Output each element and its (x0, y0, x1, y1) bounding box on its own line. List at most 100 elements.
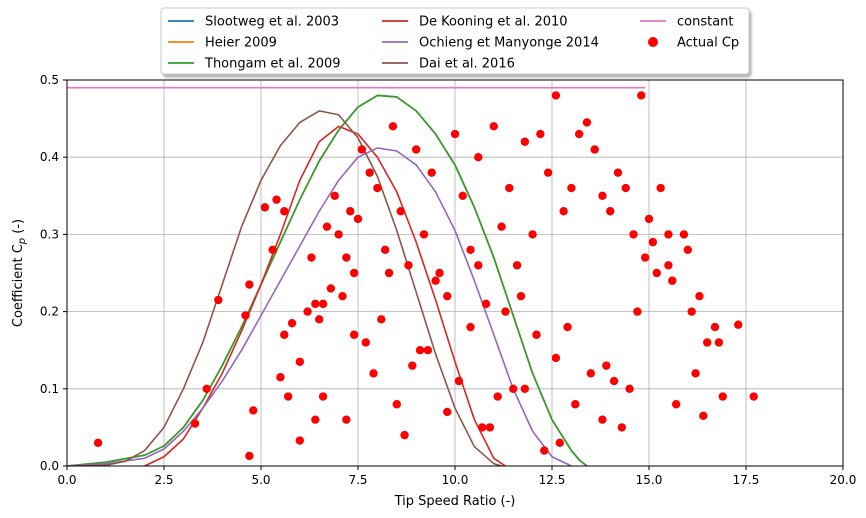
actual-cp-point (543, 168, 553, 177)
actual-cp-point (245, 280, 254, 289)
actual-cp-point (466, 322, 475, 332)
legend-item: Slootweg et al. 2003 (168, 15, 339, 30)
actual-cp-point (322, 222, 332, 231)
actual-cp-point (609, 376, 619, 386)
actual-cp-point (443, 407, 452, 417)
legend-item: De Kooning et al. 2010 (382, 15, 568, 30)
actual-cp-point (671, 400, 681, 409)
actual-cp-point (458, 191, 467, 200)
actual-cp-point (369, 369, 378, 378)
actual-cp-point (408, 361, 417, 370)
actual-cp-point (338, 291, 347, 301)
legend-label: constant (677, 15, 734, 30)
actual-cp-point (501, 307, 510, 316)
actual-cp-point (679, 230, 689, 239)
actual-cp-point (315, 315, 324, 324)
legend-item: Ochieng et Manyonge 2014 (382, 36, 599, 51)
series-line-thongam-et-al-2009 (67, 94, 588, 466)
actual-cp-point (466, 245, 475, 255)
legend: Slootweg et al. 2003 Heier 2009 Thongam et… (160, 7, 750, 75)
actual-cp-point (295, 436, 304, 445)
actual-cp-point (202, 384, 211, 393)
actual-cp-point (280, 207, 289, 216)
x-tick-label: 7.5 (348, 473, 367, 487)
actual-cp-point (353, 214, 363, 224)
actual-cp-point (280, 330, 289, 339)
actual-cp-point (574, 129, 584, 139)
legend-label: Heier 2009 (205, 36, 277, 51)
series-line-heier-2009 (67, 94, 588, 466)
actual-cp-point (652, 268, 661, 278)
actual-cp-point (477, 423, 487, 432)
actual-cp-point (303, 307, 312, 316)
actual-cp-point (295, 357, 304, 366)
actual-cp-point (485, 423, 495, 432)
actual-cp-point (373, 183, 382, 193)
actual-cp-point (656, 183, 665, 193)
x-tick-label: 15.0 (636, 473, 663, 487)
y-tick-label: 0.5 (40, 73, 59, 87)
series-line-dai-et-al-2016 (67, 110, 502, 466)
actual-cp-point (346, 207, 355, 216)
x-tick-label: 12.5 (539, 473, 566, 487)
x-axis-ticks: 0.0 2.5 5.0 7.5 10.0 12.5 15.0 17.5 20.0 (57, 466, 856, 487)
actual-cp-point (392, 400, 401, 409)
actual-cp-point (334, 230, 343, 239)
actual-cp-point (474, 261, 483, 270)
actual-cp-point (318, 392, 328, 401)
actual-cp-point (450, 129, 460, 139)
y-axis-label-subscript: p (17, 238, 28, 245)
actual-cp-point (598, 191, 607, 200)
actual-cp-point (590, 145, 599, 154)
legend-label: Thongam et al. 2009 (204, 57, 341, 72)
actual-cp-point (454, 376, 464, 386)
actual-cp-point (349, 330, 359, 339)
actual-cp-point (272, 195, 281, 204)
actual-cp-point (388, 122, 398, 131)
actual-cp-point (640, 253, 650, 262)
actual-cp-point (606, 207, 615, 216)
legend-label: De Kooning et al. 2010 (419, 15, 568, 30)
actual-cp-point (384, 268, 394, 278)
actual-cp-point (481, 299, 491, 309)
legend-item: Thongam et al. 2009 (168, 57, 341, 72)
y-tick-label: 0.3 (40, 227, 59, 241)
actual-cp-point (435, 268, 444, 278)
actual-cp-point (404, 261, 413, 270)
actual-cp-point (509, 384, 518, 393)
y-axis-label-suffix: (-) (11, 219, 26, 238)
actual-cp-point (283, 392, 293, 401)
actual-cp-point (474, 153, 483, 162)
actual-cp-point (330, 191, 339, 200)
y-tick-label: 0.0 (40, 459, 59, 473)
actual-cp-point (637, 91, 646, 100)
actual-cp-point (214, 295, 223, 305)
y-tick-label: 0.4 (40, 150, 59, 164)
actual-cp-point (559, 207, 568, 216)
actual-cp-point (326, 284, 336, 293)
x-axis-label: Tip Speed Ratio (-) (394, 494, 516, 509)
actual-cp-point (190, 419, 200, 428)
actual-cp-point (241, 311, 250, 320)
actual-cp-point (540, 446, 549, 455)
actual-cp-point (512, 261, 522, 270)
actual-cp-point (245, 451, 254, 461)
actual-cp-point (493, 392, 502, 401)
actual-cp-point (516, 291, 526, 301)
actual-cp-point (349, 268, 359, 278)
actual-cp-point (668, 276, 677, 285)
actual-cp-point (497, 222, 506, 231)
actual-cp-point (423, 346, 433, 355)
actual-cp-point (664, 230, 673, 239)
actual-cp-point (260, 203, 270, 212)
actual-cp-point (734, 320, 743, 329)
x-tick-label: 20.0 (830, 473, 857, 487)
actual-cp-point (443, 291, 452, 301)
legend-label: Slootweg et al. 2003 (205, 15, 339, 30)
actual-cp-point (342, 415, 351, 424)
actual-cp-point (664, 261, 673, 270)
actual-cp-point (551, 91, 561, 100)
legend-label: Ochieng et Manyonge 2014 (419, 36, 599, 51)
actual-cp-point (400, 430, 409, 440)
